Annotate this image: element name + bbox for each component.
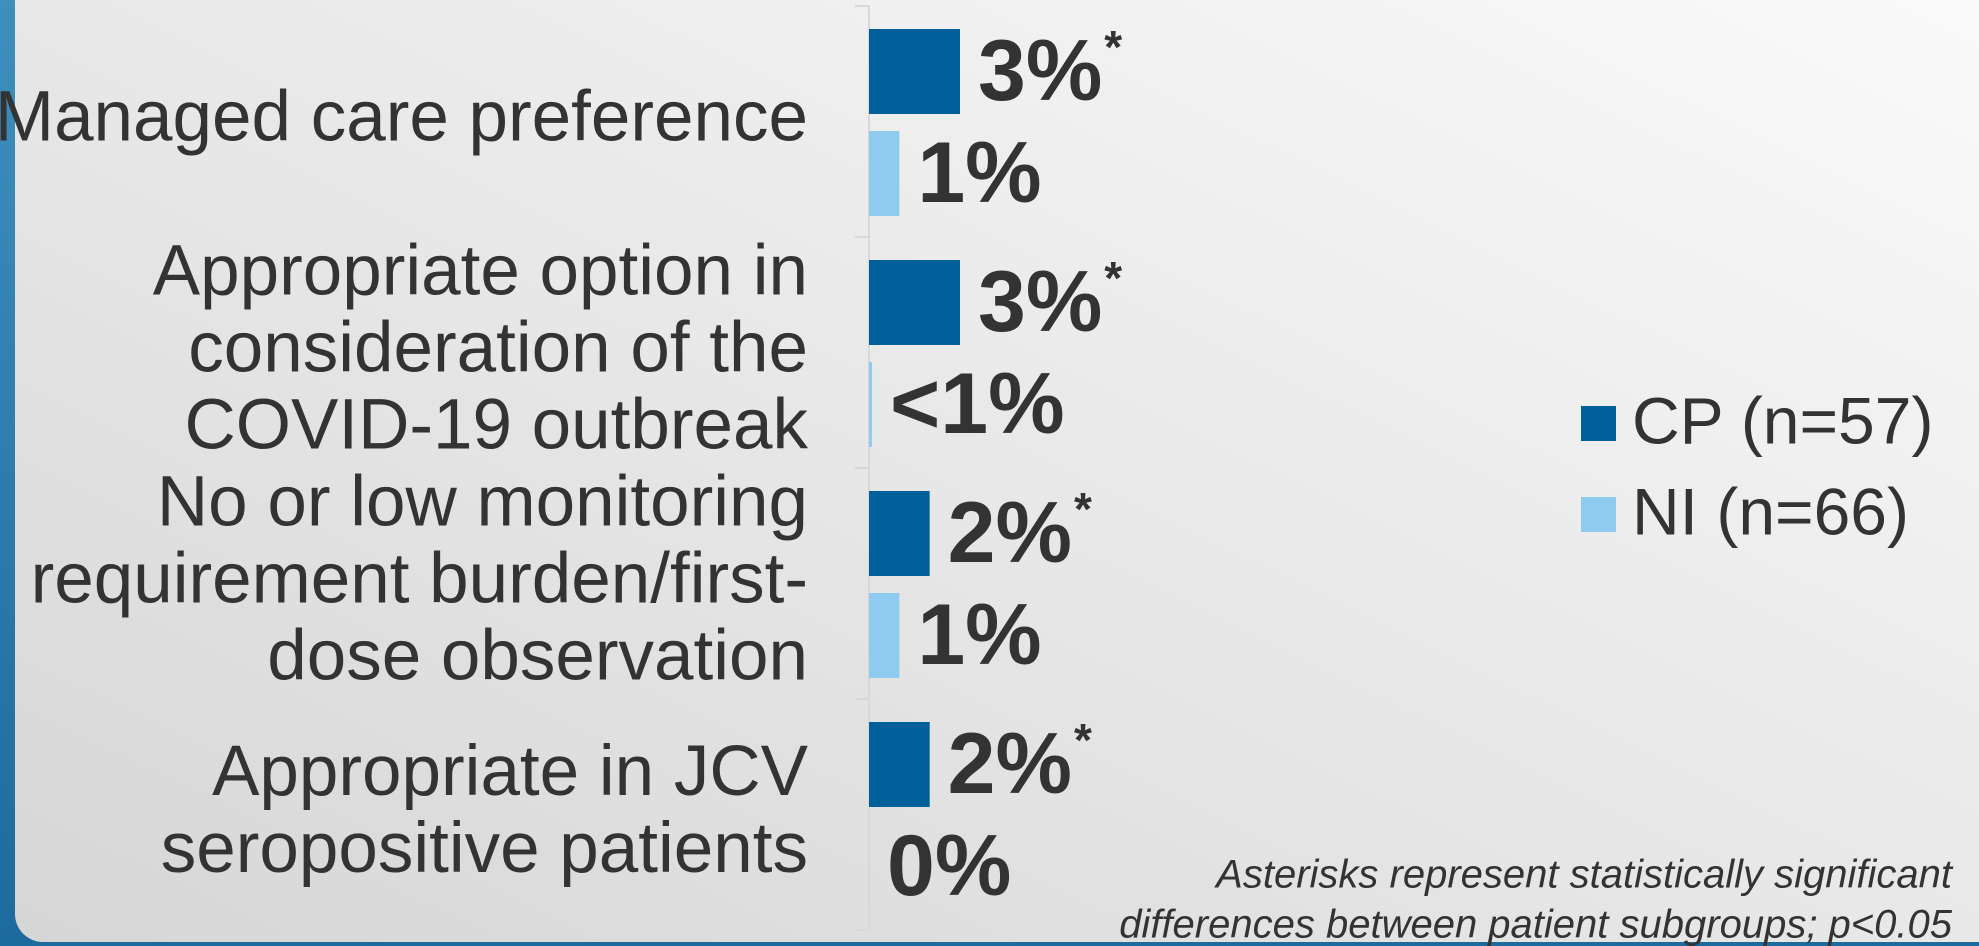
bar (869, 593, 900, 678)
legend-swatch (1581, 406, 1616, 441)
category-label: dose observation (267, 616, 808, 695)
value-label: 2% (948, 485, 1072, 581)
significance-marker: * (1104, 21, 1122, 73)
legend-label: CP (n=57) (1632, 383, 1933, 457)
background (15, 0, 1979, 942)
value-label: 1% (917, 587, 1041, 683)
category-label: No or low monitoring (157, 462, 808, 541)
value-label: 3% (978, 23, 1102, 119)
category-label: Appropriate option in (153, 231, 808, 310)
category-label: seropositive patients (161, 809, 808, 888)
bar (869, 491, 930, 576)
category-label: consideration of the (188, 308, 808, 387)
category-label: COVID-19 outbreak (184, 385, 808, 464)
significance-marker: * (1074, 714, 1092, 766)
bar (869, 29, 960, 114)
legend-label: NI (n=66) (1632, 474, 1909, 548)
value-label: 1% (917, 125, 1041, 221)
footnote: differences between patient subgroups; p… (1119, 903, 1953, 946)
value-label: 3% (978, 254, 1102, 350)
value-label: 0% (887, 818, 1011, 914)
value-label: <1% (890, 356, 1065, 452)
significance-marker: * (1074, 483, 1092, 535)
legend-swatch (1581, 497, 1616, 532)
significance-marker: * (1104, 252, 1122, 304)
bar (869, 131, 900, 216)
category-label: Managed care preference (0, 77, 808, 156)
value-label: 2% (948, 716, 1072, 812)
category-label: requirement burden/first- (31, 539, 808, 618)
category-label: Appropriate in JCV (212, 732, 809, 811)
bar (869, 260, 960, 345)
bar (869, 362, 873, 447)
bar (869, 722, 930, 807)
footnote: Asterisks represent statistically signif… (1214, 853, 1954, 897)
